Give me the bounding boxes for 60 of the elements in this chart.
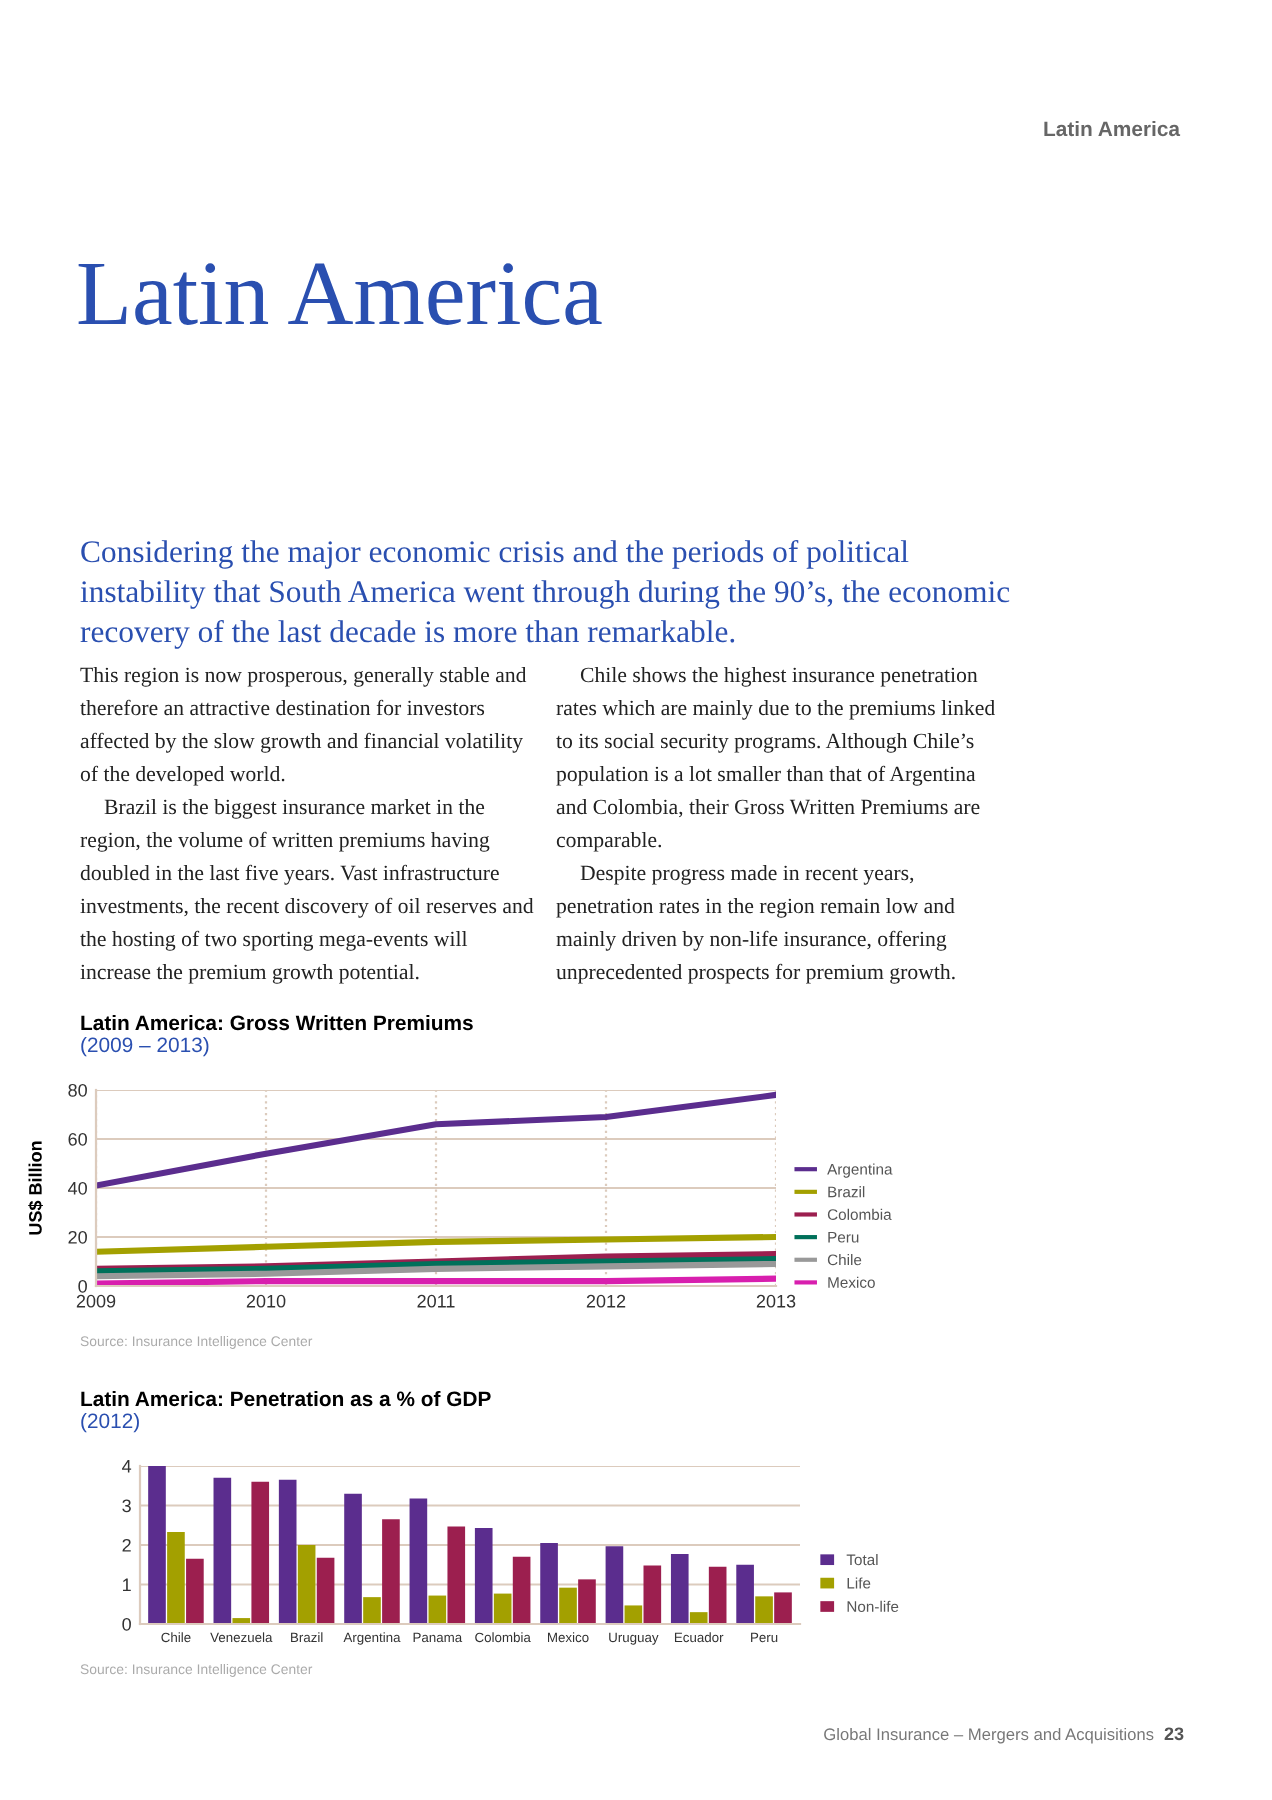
- text: Global Insurance – Mergers and Acquisitions: [824, 1727, 1154, 1744]
- chart-title: Latin America: Gross Written Premiums: [81, 1014, 473, 1031]
- x-tick-label: 2011: [417, 1294, 455, 1308]
- bar: [474, 1528, 493, 1624]
- y-tick-label: 4: [122, 1460, 132, 1473]
- line-series: [96, 1260, 776, 1280]
- bar: [578, 1579, 596, 1624]
- bar: [316, 1557, 335, 1624]
- bar: [512, 1556, 531, 1624]
- x-tick-label: 2010: [246, 1294, 286, 1308]
- x-tick-label: 2013: [756, 1294, 796, 1308]
- bar: [428, 1595, 447, 1624]
- bar: [382, 1519, 400, 1624]
- chart-subtitle: (2009 – 2013): [81, 1036, 209, 1057]
- text: Latin America: [78, 263, 602, 325]
- text: Considering the major economic crisis and the periods of political instability that South America went through during the 90’s, the economic recovery of the last decade is more than remarkable.: [80, 539, 1010, 649]
- bar: [670, 1554, 689, 1624]
- chart-title: Latin America: Penetration as a % of GDP: [81, 1390, 491, 1407]
- bar: [297, 1545, 316, 1624]
- bar: [559, 1587, 577, 1624]
- bar: [736, 1564, 754, 1624]
- text: Chile shows the highest insurance penetration rates which are mainly due to the premiums linked to its social security programs. Although Chile’s population is a lot smaller than that of Argentina and Colombia, their Gross Written Premiums are comparable.: [556, 666, 995, 852]
- y-tick-label: 0: [122, 1617, 131, 1631]
- bar: [708, 1566, 727, 1624]
- bar: [148, 1466, 166, 1624]
- bar: [363, 1597, 381, 1624]
- y-tick-label: 1: [123, 1578, 131, 1592]
- y-tick-label: 80: [68, 1083, 87, 1097]
- bar: [213, 1477, 232, 1624]
- text: Despite progress made in recent years, penetration rates in the region remain low and mainly driven by non-life insurance, offering unprecedented prospects for premium growth.: [556, 864, 955, 984]
- bar: [409, 1498, 428, 1624]
- x-tick-label: 2012: [586, 1294, 626, 1308]
- bar: [447, 1526, 466, 1624]
- chart-subtitle: (2012): [81, 1412, 139, 1433]
- text: Latin America: [1044, 120, 1181, 137]
- bar: [774, 1592, 792, 1624]
- y-axis-title: US$ Billion: [28, 1141, 43, 1235]
- text: Brazil is the biggest insurance market in the region, the volume of written premiums having doubled in the last five years. Vast infrastructure investments, the recent discovery of oil reserves and the hosting of two sporting mega-events will increase the premium growth potential.: [80, 798, 534, 984]
- x-tick-label: 2009: [76, 1294, 116, 1308]
- text: This region is now prosperous, generally stable and therefore an attractive destination for investors affected by the slow growth and financial volatility of the developed world.: [80, 666, 527, 786]
- text: 23: [1164, 1727, 1184, 1741]
- bar: [278, 1479, 297, 1624]
- bar: [605, 1546, 624, 1624]
- bar: [643, 1565, 662, 1624]
- y-tick-label: 40: [68, 1181, 87, 1195]
- bar: [493, 1593, 512, 1624]
- bar: [251, 1481, 270, 1624]
- line-series: [96, 1233, 776, 1255]
- bar: [344, 1493, 362, 1624]
- bar: [689, 1612, 708, 1624]
- bar: [167, 1531, 185, 1624]
- y-tick-label: 20: [68, 1230, 87, 1244]
- y-tick-label: 3: [122, 1499, 131, 1513]
- bar: [755, 1596, 773, 1624]
- y-tick-label: 2: [122, 1538, 131, 1552]
- y-tick-label: 60: [68, 1132, 87, 1146]
- bar: [186, 1558, 204, 1624]
- bar: [624, 1605, 643, 1624]
- bar: [540, 1543, 558, 1624]
- y-tick-label: 0: [78, 1279, 87, 1293]
